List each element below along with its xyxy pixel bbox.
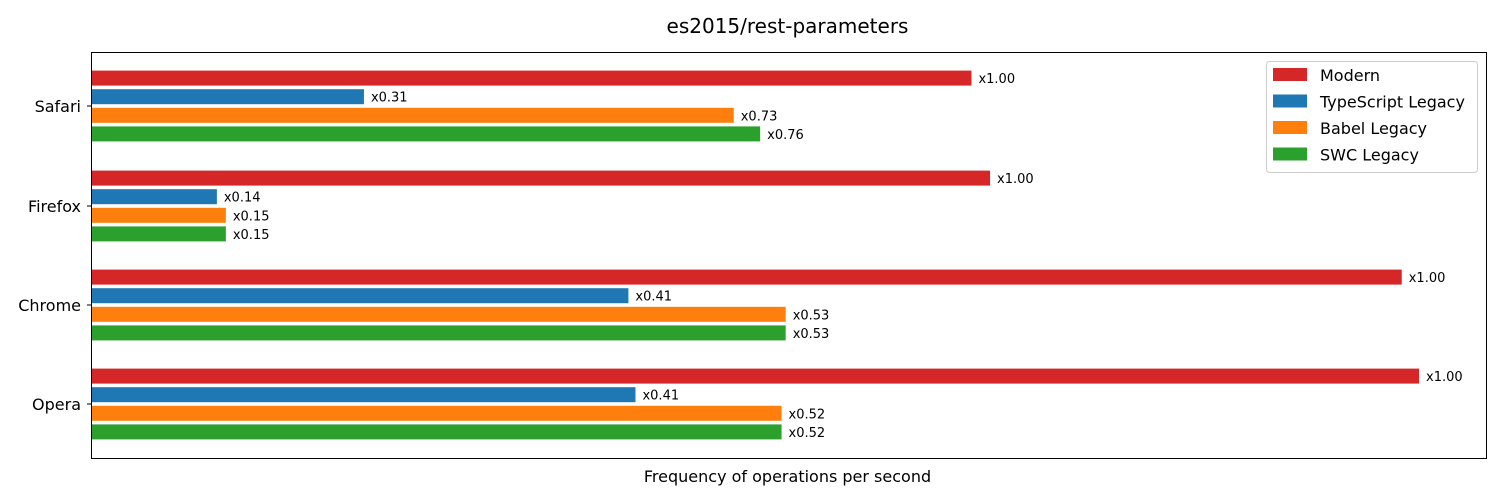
bar-opera-modern	[91, 368, 1419, 384]
bar-firefox-babel-legacy	[91, 207, 226, 223]
x-axis-label: Frequency of operations per second	[644, 467, 931, 486]
bars-layer: x1.00 x0.31 x0.73 x0.76 x1.00 x0.14 x0.15 x0.15…	[91, 70, 1463, 441]
data-label: x0.41	[635, 290, 672, 305]
bar-chrome-modern	[91, 269, 1402, 285]
data-label: x0.53	[793, 308, 830, 323]
data-label: x1.00	[1426, 370, 1463, 385]
data-label: x1.00	[997, 172, 1034, 187]
bar-firefox-typescript-legacy	[91, 189, 217, 205]
y-tick-label: Chrome	[18, 296, 81, 315]
legend-label: Babel Legacy	[1320, 119, 1427, 138]
y-tick-label: Opera	[32, 395, 81, 414]
legend-label: Modern	[1320, 66, 1380, 85]
data-label: x1.00	[978, 72, 1015, 87]
bar-firefox-modern	[91, 170, 991, 186]
data-label: x0.31	[371, 91, 408, 106]
data-label: x0.15	[233, 209, 270, 224]
plot-frame	[91, 52, 1487, 459]
legend-swatch	[1273, 94, 1307, 108]
bar-opera-typescript-legacy	[91, 387, 636, 403]
y-tick-label: Firefox	[28, 197, 81, 216]
chart-title: es2015/rest-parameters	[667, 14, 909, 38]
data-label: x1.00	[1409, 271, 1446, 286]
legend-label: TypeScript Legacy	[1319, 93, 1465, 112]
bar-opera-swc-legacy	[91, 424, 782, 440]
bar-chrome-typescript-legacy	[91, 288, 629, 304]
bar-opera-babel-legacy	[91, 405, 782, 421]
data-label: x0.14	[224, 191, 261, 206]
data-label: x0.53	[793, 327, 830, 342]
data-label: x0.76	[767, 128, 804, 143]
bar-safari-modern	[91, 70, 972, 86]
data-label: x0.73	[741, 109, 778, 124]
bar-chrome-babel-legacy	[91, 306, 786, 322]
data-label: x0.52	[789, 426, 826, 441]
legend-box	[1266, 61, 1478, 173]
data-label: x0.41	[642, 389, 679, 404]
legend-swatch	[1273, 68, 1307, 81]
legend-label: SWC Legacy	[1320, 146, 1419, 165]
y-axis: Safari Firefox Chrome Opera	[18, 97, 91, 414]
bar-safari-swc-legacy	[91, 126, 761, 142]
bar-chrome-swc-legacy	[91, 325, 786, 341]
bar-safari-babel-legacy	[91, 107, 734, 123]
data-label: x0.15	[233, 228, 270, 243]
bar-firefox-swc-legacy	[91, 226, 226, 242]
legend-swatch	[1273, 147, 1307, 161]
data-label: x0.52	[789, 407, 826, 422]
legend-swatch	[1273, 121, 1307, 134]
y-tick-label: Safari	[35, 97, 81, 116]
bar-safari-typescript-legacy	[91, 89, 364, 105]
legend: Modern TypeScript Legacy Babel Legacy SWC L…	[1266, 61, 1478, 173]
